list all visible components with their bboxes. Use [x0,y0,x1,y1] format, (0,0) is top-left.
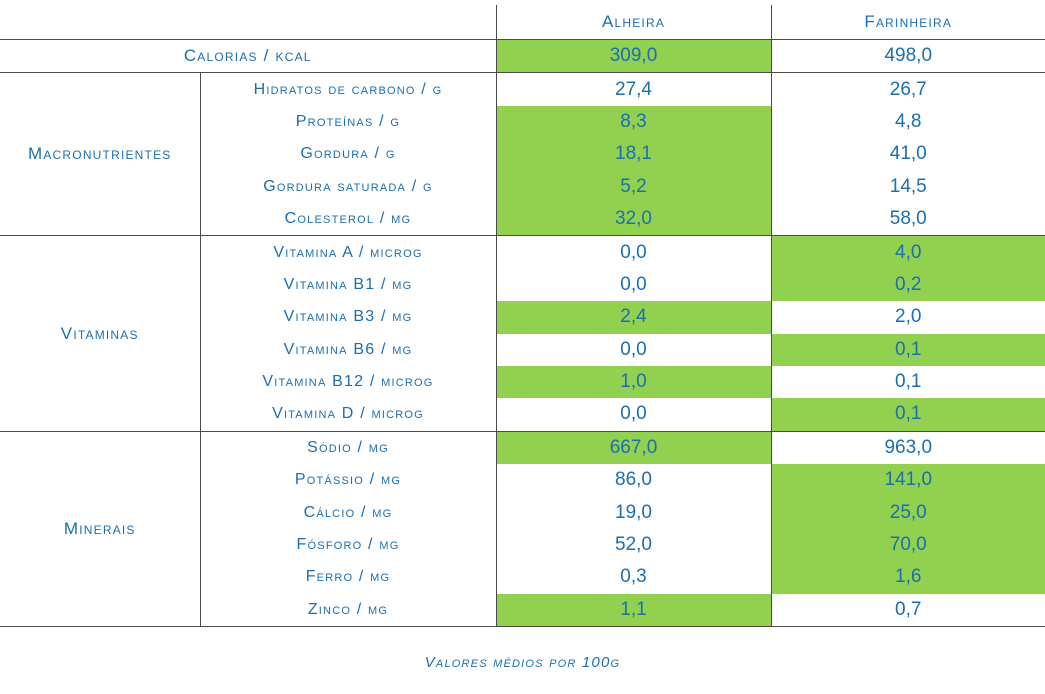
alheira-value: 27,4 [496,72,772,106]
nutrient-label: Vitamina A / microg [200,235,497,269]
nutrient-row: Vitamina B12 / microg 1,0 0,1 [0,365,1045,399]
calorias-row: Calorias / kcal 309,0 498,0 [0,39,1045,74]
alheira-value: 2,4 [496,301,772,334]
farinheira-value: 0,1 [771,333,1045,366]
group-label: Macronutrientes [0,72,201,237]
group-label: Vitaminas [0,235,201,432]
nutrient-row: Colesterol / mg 32,0 58,0 [0,202,1045,237]
header-empty [0,5,497,40]
alheira-value: 0,0 [496,268,772,302]
nutrient-label: Vitamina B1 / mg [200,268,497,302]
alheira-value: 0,0 [496,235,772,269]
alheira-value: 0,0 [496,398,772,432]
farinheira-value: 4,8 [895,110,922,132]
farinheira-value: 0,7 [771,593,1045,628]
alheira-value: 0,0 [496,333,772,366]
nutrient-label: Gordura / g [200,138,497,171]
nutrient-label: Colesterol / mg [200,202,497,237]
farinheira-value: 26,7 [889,78,927,100]
nutrient-row: Gordura saturada / g 5,2 14,5 [0,170,1045,203]
nutrient-row: Proteínas / g 8,3 4,8 [0,105,1045,139]
nutrient-row: Vitamina B1 / mg 0,0 0,2 [0,268,1045,302]
nutrition-table: Alheira Farinheira Calorias / kcal 309,0… [0,5,1045,628]
nutrient-row: Cálcio / mg 19,0 25,0 [0,496,1045,529]
alheira-value: 5,2 [496,170,772,203]
footnote: Valores médios por 100g [424,654,621,671]
alheira-value: 86,0 [496,464,772,497]
farinheira-value: 14,5 [889,175,927,197]
calorias-alheira-value: 309,0 [496,39,772,74]
nutrient-label: Gordura saturada / g [200,170,497,203]
nutrient-label: Hidratos de carbono / g [200,72,497,106]
farinheira-value: 41,0 [889,143,927,165]
nutrient-label: Sódio / mg [200,431,497,465]
nutrient-row: Fósforo / mg 52,0 70,0 [0,528,1045,562]
farinheira-value: 4,0 [771,235,1045,269]
nutrient-label: Vitamina B6 / mg [200,333,497,366]
farinheira-value: 70,0 [771,528,1045,562]
farinheira-value: 58,0 [771,202,1045,237]
calorias-farinheira-value: 498,0 [771,39,1045,74]
alheira-value: 1,1 [496,593,772,628]
farinheira-value: 0,1 [771,398,1045,432]
nutrient-label: Fósforo / mg [200,528,497,562]
nutrient-label: Vitamina B12 / microg [200,365,497,399]
alheira-value: 32,0 [496,202,772,237]
header-row: Alheira Farinheira [0,5,1045,40]
nutrient-row: Potássio / mg 86,0 141,0 [0,464,1045,497]
nutrient-label: Zinco / mg [200,593,497,628]
nutrient-row: Vitamina D / microg 0,0 0,1 [0,398,1045,432]
group-label: Minerais [0,431,201,628]
farinheira-value: 1,6 [771,561,1045,594]
nutrient-row: Gordura / g 18,1 41,0 [0,138,1045,171]
alheira-value: 19,0 [496,496,772,529]
nutrient-row: Ferro / mg 0,3 1,6 [0,561,1045,594]
farinheira-value: 25,0 [771,496,1045,529]
alheira-value: 8,3 [496,105,772,139]
nutrient-label: Proteínas / g [200,105,497,139]
calorias-label: Calorias / kcal [0,39,497,74]
nutrient-row: Minerais Sódio / mg 667,0 963,0 [0,431,1045,628]
alheira-value: 52,0 [496,528,772,562]
nutrient-row: Macronutrientes Hidratos de carbono / g 27… [0,72,1045,237]
column-header-alheira: Alheira [496,5,772,40]
farinheira-value: 0,1 [895,371,922,393]
nutrient-row: Zinco / mg 1,1 0,7 [0,593,1045,628]
nutrient-label: Cálcio / mg [200,496,497,529]
alheira-value: 667,0 [496,431,772,465]
nutrient-row: Vitamina B6 / mg 0,0 0,1 [0,333,1045,366]
farinheira-value: 963,0 [884,436,933,458]
nutrient-label: Ferro / mg [200,561,497,594]
farinheira-value: 141,0 [771,464,1045,497]
alheira-value: 0,3 [496,561,772,594]
farinheira-value: 2,0 [895,306,922,328]
nutrient-label: Potássio / mg [200,464,497,497]
column-header-farinheira: Farinheira [771,5,1045,40]
nutrient-label: Vitamina D / microg [200,398,497,432]
alheira-value: 18,1 [496,138,772,171]
farinheira-value: 0,2 [771,268,1045,302]
nutrient-label: Vitamina B3 / mg [200,301,497,334]
nutrient-row: Vitamina B3 / mg 2,4 2,0 [0,301,1045,334]
alheira-value: 1,0 [496,365,772,399]
nutrient-row: Vitaminas Vitamina A / microg 0,0 4,0 [0,235,1045,432]
